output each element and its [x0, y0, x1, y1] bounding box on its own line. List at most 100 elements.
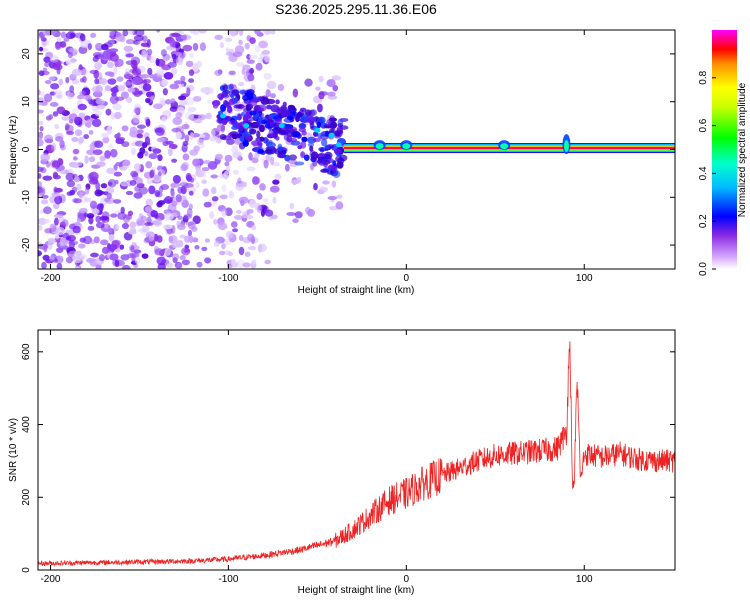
spectrogram-noise-blob [289, 202, 295, 210]
spectrogram-transition-blob [268, 129, 274, 138]
spectrogram-transition-blob [312, 137, 321, 143]
spectrogram-noise-blob [84, 196, 90, 203]
spectrogram-noise-blob [237, 154, 242, 161]
spectrogram-noise-blob [213, 240, 220, 248]
spectrogram-noise-blob [246, 208, 254, 214]
spectrogram-transition-blob [256, 130, 261, 139]
spectrogram-noise-blob [67, 51, 73, 59]
spectrogram-noise-blob [38, 120, 44, 126]
spectrogram-transition-blob [264, 148, 274, 154]
spectrogram-noise-blob [192, 215, 201, 225]
spectrogram-noise-blob [230, 221, 238, 228]
spectrogram-noise-blob [44, 218, 50, 224]
spectrogram-noise-blob [235, 183, 244, 191]
spectrogram-noise-blob [162, 109, 172, 119]
spectrogram-noise-blob [175, 131, 182, 140]
spectrogram-noise-blob [202, 188, 210, 197]
spectrogram-transition-blob [303, 154, 310, 161]
spectrogram-noise-blob [171, 127, 182, 133]
spectrogram-noise-blob [263, 72, 272, 80]
spectrogram-noise-blob [210, 174, 218, 179]
spectrogram-noise-blob [54, 136, 64, 142]
spectrogram-noise-blob [79, 207, 88, 214]
spectrogram-noise-blob [181, 34, 187, 41]
spectrogram-noise-blob [183, 183, 194, 189]
spectrogram-noise-blob [214, 34, 223, 41]
spectrogram-noise-blob [179, 99, 188, 106]
spectrogram-transition-blob [247, 117, 256, 122]
spectrogram-noise-blob [89, 98, 98, 107]
spectrogram-noise-blob [90, 32, 97, 38]
spectrogram-noise-blob [78, 45, 88, 54]
spectrogram-noise-blob [175, 51, 183, 57]
spectrogram-noise-blob [117, 211, 127, 220]
spectrogram-noise-blob [110, 148, 118, 158]
spectrogram-noise-blob [69, 32, 76, 38]
spectrogram-noise-blob [39, 125, 44, 132]
spectrogram-noise-blob [52, 59, 62, 68]
spectrogram-noise-blob [180, 164, 188, 172]
spectrogram-transition-blob [324, 144, 330, 150]
spectrogram-noise-blob [123, 45, 134, 52]
spectrogram-noise-blob [144, 205, 153, 213]
spectrogram-noise-blob [209, 211, 215, 219]
spectrogram-noise-blob [164, 212, 174, 221]
spectrogram-noise-blob [228, 70, 236, 76]
spectrogram-noise-blob [127, 210, 134, 217]
spectrogram-noise-blob [74, 266, 81, 269]
spectrogram-noise-blob [132, 139, 142, 147]
spectrogram-noise-blob [119, 244, 125, 250]
spectrogram-transition-blob [336, 127, 342, 132]
spectrogram-noise-blob [38, 70, 45, 77]
spectrogram-noise-blob [335, 201, 344, 210]
spectrogram-noise-blob [181, 259, 190, 266]
spectrogram-transition-blob [230, 93, 235, 99]
spectrogram-noise-blob [110, 213, 118, 218]
spectrogram-noise-blob [327, 195, 338, 201]
spectrogram-noise-blob [165, 99, 172, 105]
spectrogram-noise-blob [192, 158, 201, 167]
spectrogram-noise-blob [59, 41, 67, 48]
spectrogram-noise-blob [77, 138, 83, 145]
spectrogram-noise-blob [163, 224, 173, 230]
spectrogram-noise-blob [184, 244, 190, 249]
spectrogram-noise-blob [97, 51, 104, 60]
spectrogram-noise-blob [146, 38, 151, 48]
spectrogram-noise-blob [113, 199, 122, 204]
spectrogram-noise-blob [170, 182, 181, 188]
spectrogram-noise-blob [42, 175, 53, 181]
spectrogram-transition-blob [317, 158, 327, 166]
spectrogram-noise-blob [141, 49, 147, 58]
spectrogram-noise-blob [129, 68, 139, 74]
spectrogram-transition-blob [333, 148, 342, 155]
spectrogram-noise-blob [164, 196, 173, 204]
spectrogram-noise-blob [204, 238, 211, 243]
spectrogram-noise-blob [67, 250, 78, 258]
spectrogram-transition-blob [294, 161, 305, 166]
spectrogram-noise-blob [328, 205, 338, 211]
spectrogram-noise-blob [100, 78, 108, 85]
spectrogram-noise-blob [73, 198, 82, 204]
spectrogram-noise-blob [189, 30, 197, 34]
spectrogram-y-label: Frequency (Hz) [8, 116, 19, 185]
spectrogram-noise-blob [89, 69, 99, 74]
spectrogram-noise-blob [129, 179, 137, 186]
figure-title: S236.2025.295.11.36.E06 [275, 1, 437, 17]
spectrogram-noise-blob [146, 48, 153, 56]
spectrogram-transition-blob [301, 136, 308, 143]
spectrogram-noise-blob [228, 53, 238, 63]
spectrogram-noise-blob [140, 215, 147, 223]
spectrogram-transition-blob [320, 138, 328, 147]
spectrogram-noise-blob [43, 134, 54, 144]
spectrogram-noise-blob [189, 149, 199, 156]
spectrogram-noise-blob [203, 201, 212, 208]
spectrogram-noise-blob [318, 75, 324, 83]
spectrogram-noise-blob [107, 78, 117, 85]
spectrogram-noise-blob [152, 148, 162, 154]
spectrogram-noise-blob [145, 198, 154, 208]
spectrogram-transition-blob [287, 137, 298, 143]
spectrogram-noise-blob [286, 211, 296, 216]
spectrogram-noise-blob [76, 183, 82, 191]
spectrogram-noise-blob [87, 225, 95, 231]
